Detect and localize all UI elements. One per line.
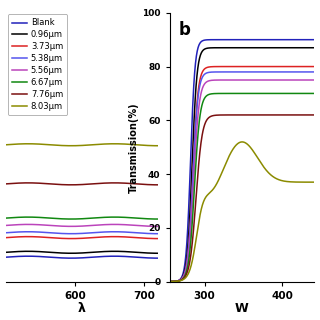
Line: 0.96μm: 0.96μm — [6, 251, 158, 253]
8.03μm — [33, 142, 36, 146]
5.38μm — [14, 230, 18, 234]
Line: 3.73μm: 3.73μm — [6, 236, 158, 239]
Blank — [112, 254, 116, 258]
Blank — [45, 255, 49, 259]
0.96μm — [149, 251, 153, 255]
8.03μm — [156, 144, 160, 148]
0.96μm — [14, 250, 18, 253]
6.67μm — [45, 216, 49, 220]
3.73μm — [33, 235, 36, 239]
Blank — [4, 255, 8, 259]
0.96μm — [45, 250, 49, 254]
5.38μm — [144, 231, 148, 235]
6.67μm — [33, 215, 36, 219]
7.76μm — [11, 181, 14, 185]
5.56μm — [144, 224, 148, 228]
7.76μm — [14, 181, 18, 185]
7.76μm — [33, 181, 36, 185]
5.38μm — [33, 230, 36, 234]
6.67μm — [14, 216, 18, 220]
Blank — [149, 256, 153, 260]
0.96μm — [4, 250, 8, 254]
Blank — [144, 256, 148, 260]
8.03μm — [4, 143, 8, 147]
7.76μm — [4, 182, 8, 186]
5.56μm — [4, 223, 8, 227]
3.73μm — [156, 237, 160, 241]
Blank — [156, 256, 160, 260]
8.03μm — [45, 143, 49, 147]
3.73μm — [112, 235, 116, 238]
Line: 7.76μm: 7.76μm — [6, 183, 158, 185]
0.96μm — [33, 250, 36, 253]
3.73μm — [14, 235, 18, 239]
6.67μm — [112, 215, 116, 219]
5.56μm — [33, 223, 36, 227]
6.67μm — [11, 216, 14, 220]
5.56μm — [14, 223, 18, 227]
5.38μm — [156, 232, 160, 236]
8.03μm — [149, 144, 153, 148]
5.56μm — [11, 223, 14, 227]
8.03μm — [14, 142, 18, 146]
7.76μm — [149, 183, 153, 187]
5.38μm — [4, 231, 8, 235]
Blank — [14, 255, 18, 259]
Text: b: b — [178, 21, 190, 39]
5.38μm — [149, 232, 153, 236]
3.73μm — [11, 235, 14, 239]
6.67μm — [156, 217, 160, 221]
8.03μm — [112, 142, 116, 146]
7.76μm — [156, 183, 160, 187]
7.76μm — [45, 182, 49, 186]
Line: 6.67μm: 6.67μm — [6, 217, 158, 219]
Line: 5.38μm: 5.38μm — [6, 232, 158, 234]
5.56μm — [156, 224, 160, 228]
8.03μm — [144, 143, 148, 147]
0.96μm — [112, 249, 116, 253]
Line: 8.03μm: 8.03μm — [6, 144, 158, 146]
0.96μm — [11, 250, 14, 254]
X-axis label: W: W — [235, 302, 248, 315]
5.38μm — [112, 230, 116, 234]
Legend: Blank, 0.96μm, 3.73μm, 5.38μm, 5.56μm, 6.67μm, 7.76μm, 8.03μm: Blank, 0.96μm, 3.73μm, 5.38μm, 5.56μm, 6… — [8, 14, 67, 115]
5.38μm — [45, 231, 49, 235]
3.73μm — [144, 236, 148, 240]
8.03μm — [11, 142, 14, 146]
6.67μm — [149, 217, 153, 221]
7.76μm — [112, 181, 116, 185]
X-axis label: λ: λ — [78, 302, 86, 315]
5.56μm — [45, 223, 49, 227]
3.73μm — [4, 236, 8, 240]
5.56μm — [112, 222, 116, 226]
0.96μm — [156, 251, 160, 255]
3.73μm — [45, 236, 49, 239]
Blank — [33, 254, 36, 258]
Y-axis label: Transmission(%): Transmission(%) — [129, 102, 139, 193]
5.38μm — [11, 230, 14, 234]
Blank — [11, 255, 14, 259]
0.96μm — [144, 251, 148, 255]
6.67μm — [144, 217, 148, 220]
Line: Blank: Blank — [6, 256, 158, 258]
6.67μm — [4, 216, 8, 220]
7.76μm — [144, 182, 148, 186]
Line: 5.56μm: 5.56μm — [6, 224, 158, 226]
5.56μm — [149, 224, 153, 228]
3.73μm — [149, 236, 153, 240]
